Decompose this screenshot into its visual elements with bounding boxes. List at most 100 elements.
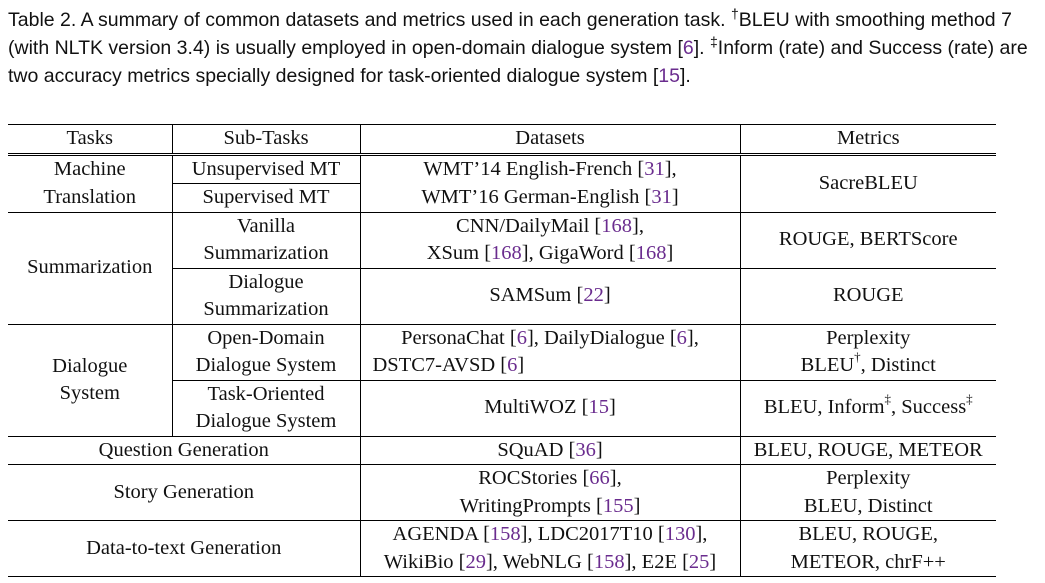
dataset-text: ], GigaWord [ — [521, 242, 636, 264]
subtask-label: Dialogue System — [195, 410, 337, 432]
dagger-mark: † — [854, 349, 861, 365]
metric-label: BLEU, Inform — [763, 396, 885, 419]
citation-link[interactable]: 6 — [507, 354, 518, 376]
citation-link[interactable]: 15 — [588, 396, 609, 419]
metrics-cell: BLEU, ROUGE, METEOR — [740, 435, 996, 465]
citation-link[interactable]: 25 — [688, 550, 710, 573]
citation-link[interactable]: 168 — [491, 242, 522, 264]
dataset-text: DSTC7-AVSD [ — [372, 354, 508, 376]
dataset-text: ], — [609, 467, 622, 489]
citation-link[interactable]: 168 — [601, 214, 632, 237]
citation-link[interactable]: 130 — [664, 523, 696, 545]
header-datasets: Datasets — [360, 124, 741, 155]
dataset-text: WritingPrompts [ — [459, 494, 603, 517]
citation-link[interactable]: 6 — [676, 326, 687, 349]
dataset-text: WMT’14 English-French [ — [423, 158, 645, 180]
metrics-cell: BLEU, Inform‡, Success‡ — [740, 379, 996, 436]
citation-link[interactable]: 31 — [644, 158, 665, 180]
task-cell: Machine Translation — [8, 154, 173, 212]
dataset-text: MultiWOZ [ — [484, 396, 589, 419]
datasets-cell: CNN/DailyMail [168], XSum [168], GigaWor… — [360, 211, 741, 268]
citation-link[interactable]: 158 — [593, 550, 625, 573]
citation-link[interactable]: 29 — [465, 550, 486, 573]
subtask-label: Open-Domain — [207, 326, 325, 349]
dataset-text: ] — [633, 494, 641, 517]
summary-table: Tasks Sub-Tasks Datasets Metrics Machine… — [8, 124, 996, 577]
citation-link[interactable]: 66 — [589, 467, 610, 489]
dataset-text: ROCStories [ — [478, 467, 590, 489]
table-row: Story Generation ROCStories [66], Writin… — [8, 464, 996, 521]
header-tasks: Tasks — [8, 124, 173, 155]
subtask-cell: Vanilla Summarization — [172, 211, 361, 268]
subtask-label: Vanilla — [236, 214, 296, 237]
datasets-cell: MultiWOZ [15] — [360, 379, 741, 436]
dataset-text: ] — [666, 242, 674, 264]
dataset-text: XSum [ — [426, 242, 492, 264]
dataset-text: ], — [632, 214, 644, 237]
citation-link[interactable]: 155 — [602, 494, 634, 517]
dataset-text: ], — [664, 158, 677, 180]
task-cell: Question Generation — [8, 435, 361, 465]
subtask-cell: Unsupervised MT — [172, 154, 361, 184]
subtask-label: Dialogue — [228, 270, 304, 293]
task-label: Dialogue — [52, 354, 128, 377]
citation-link[interactable]: 158 — [489, 523, 521, 545]
table-row: Dialogue System Open-Domain Dialogue Sys… — [8, 323, 996, 436]
double-dagger-mark: ‡ — [966, 391, 973, 407]
dataset-text: WMT’16 German-English [ — [421, 185, 652, 208]
metrics-cell: ROUGE, BERTScore — [740, 211, 996, 268]
caption-text: Inform (rate) and Success (rate) are two… — [8, 37, 1028, 87]
subtask-label: Task-Oriented — [207, 382, 325, 405]
subtask-cell: Task-Oriented Dialogue System — [172, 379, 361, 436]
table-row: Summarization Vanilla Summarization CNN/… — [8, 211, 996, 324]
dataset-text: PersonaChat [ — [401, 326, 517, 349]
double-dagger-mark: ‡ — [884, 391, 892, 407]
double-dagger-mark: ‡ — [710, 33, 718, 50]
citation-link[interactable]: 6 — [516, 326, 527, 349]
metrics-cell: Perplexity BLEU, Distinct — [740, 464, 996, 521]
table-row: Dialogue Summarization SAMSum [22] ROUGE — [8, 267, 996, 324]
citation-link[interactable]: 168 — [635, 242, 667, 264]
datasets-cell: SQuAD [36] — [360, 435, 741, 465]
citation-link[interactable]: 31 — [651, 185, 672, 208]
citation-link[interactable]: 22 — [583, 284, 604, 307]
subtask-cell: Dialogue Summarization — [172, 267, 361, 324]
dataset-text: ] — [517, 354, 525, 376]
citation-link[interactable]: 36 — [575, 438, 596, 461]
metric-label: METEOR, chrF++ — [790, 550, 946, 573]
citation-link[interactable]: 6 — [682, 37, 694, 59]
subtask-label: Dialogue System — [195, 354, 337, 376]
dataset-text: WikiBio [ — [383, 550, 466, 573]
task-cell: Dialogue System — [8, 323, 173, 436]
dataset-text: ], — [695, 523, 708, 545]
metric-label: Perplexity — [826, 326, 911, 349]
dataset-text: AGENDA [ — [392, 523, 490, 545]
dagger-mark: † — [730, 5, 739, 22]
dataset-text: ] — [709, 550, 717, 573]
dataset-text: ] — [671, 185, 679, 208]
table-row: Question Generation SQuAD [36] BLEU, ROU… — [8, 435, 996, 465]
dataset-text: ] — [608, 396, 616, 419]
table-row: Supervised MT — [8, 183, 996, 212]
dataset-text: ], DailyDialogue [ — [526, 326, 677, 349]
dataset-text: SQuAD [ — [497, 438, 576, 461]
metrics-cell: Perplexity BLEU†, Distinct — [740, 323, 996, 380]
metric-label: BLEU, ROUGE, — [798, 523, 938, 545]
table-caption: Table 2. A summary of common datasets an… — [8, 6, 1040, 90]
datasets-cell: AGENDA [158], LDC2017T10 [130], WikiBio … — [360, 520, 741, 577]
subtask-label: Summarization — [203, 242, 329, 264]
citation-link[interactable]: 15 — [658, 65, 680, 87]
caption-text: ]. — [680, 65, 691, 87]
datasets-cell: SAMSum [22] — [360, 267, 741, 324]
datasets-cell: ROCStories [66], WritingPrompts [155] — [360, 464, 741, 521]
table-row: Task-Oriented Dialogue System MultiWOZ [… — [8, 379, 996, 436]
header-metrics: Metrics — [740, 124, 996, 155]
dataset-text: ], — [686, 326, 699, 349]
dataset-text: CNN/DailyMail [ — [456, 214, 602, 237]
task-label: Translation — [43, 185, 137, 208]
task-label: Machine — [53, 158, 126, 180]
dataset-text: SAMSum [ — [489, 284, 584, 307]
task-cell: Story Generation — [8, 464, 361, 521]
task-cell: Summarization — [8, 211, 173, 324]
metrics-cell: ROUGE — [740, 267, 996, 324]
